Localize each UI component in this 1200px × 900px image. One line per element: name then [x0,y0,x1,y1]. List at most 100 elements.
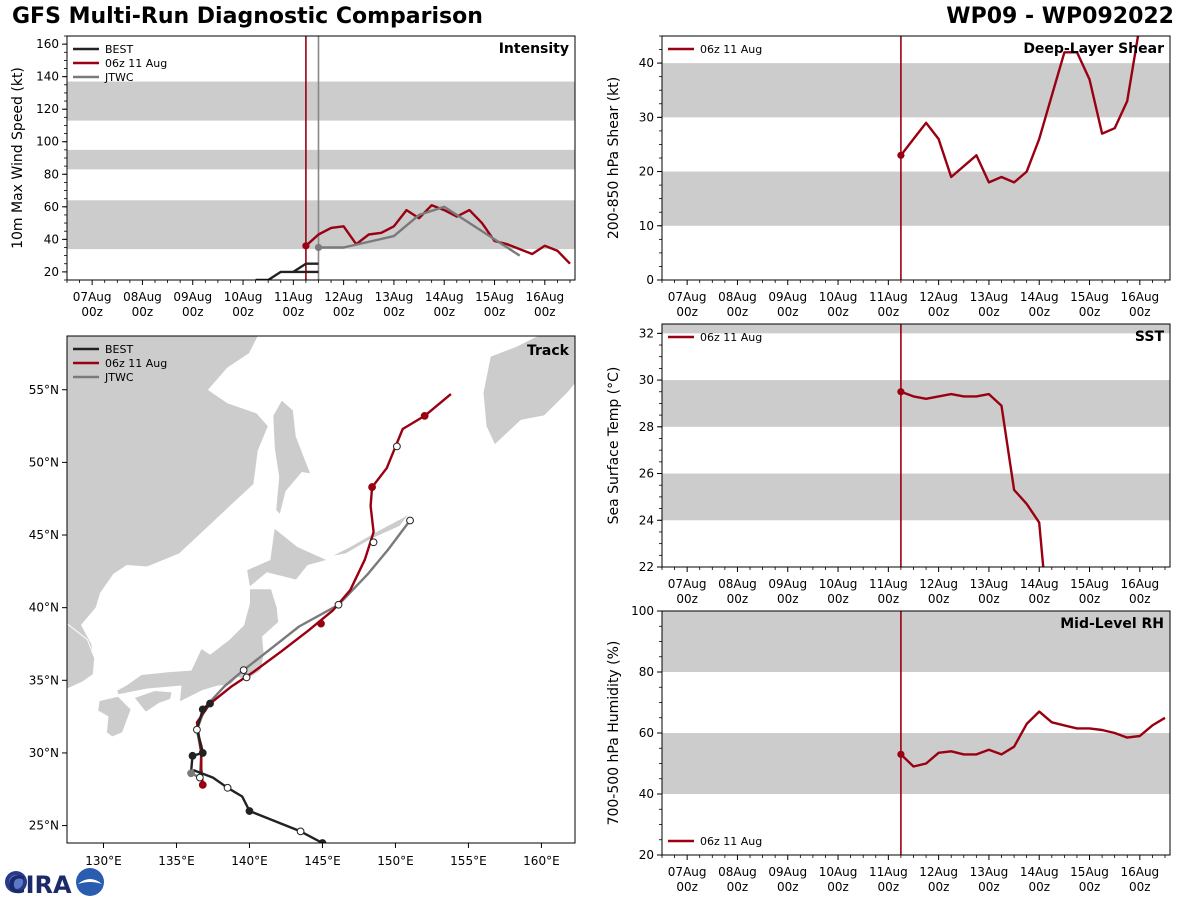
rh-panel: 07Aug00z08Aug00z09Aug00z10Aug00z11Aug00z… [606,604,1171,894]
track-point-jtwc [239,666,248,675]
shear-ylabel: 200-850 hPa Shear (kt) [606,77,622,239]
sst-ytick-label: 24 [639,513,654,527]
sst-xtick-label-hour: 00z [928,592,950,606]
rh-band [662,611,1170,672]
storm-id-title: WP09 - WP092022 [946,4,1174,29]
land-honshu [115,588,280,703]
sst-band [662,473,1170,521]
rh-ytick-label: 60 [639,726,654,740]
rh-xtick-label-hour: 00z [878,880,900,894]
sst-ytick-label: 22 [639,560,654,574]
intensity-ylabel: 10m Max Wind Speed (kt) [10,67,26,249]
track-point-best [223,783,232,792]
shear-xtick-label: 12Aug [919,290,958,304]
track-point-jtwc [406,516,414,525]
intensity-xtick-label-hour: 00z [333,305,355,319]
intensity-series-jtwc [318,205,521,257]
sst-xtick-label-hour: 00z [1028,592,1050,606]
figure-title: GFS Multi-Run Diagnostic Comparison [12,4,483,29]
track-point-gfs [198,780,207,789]
track-point-jtwc [187,769,195,778]
track-point-gfs [368,483,376,491]
shear-ytick-label: 40 [639,56,654,70]
sst-title: SST [1135,329,1165,345]
legend-label-jtwc: JTWC [104,71,134,84]
intensity-panel: 07Aug00z08Aug00z09Aug00z10Aug00z11Aug00z… [10,35,576,319]
sst-xtick-label: 11Aug [869,577,908,591]
track-ytick-label: 25°N [29,819,59,833]
sst-xtick-label: 09Aug [768,577,807,591]
land-kyushu [97,695,132,738]
shear-band [662,63,1170,118]
sst-xtick-label-hour: 00z [777,592,799,606]
shear-series-gfs [899,36,1140,184]
shear-xtick-label-hour: 00z [1028,305,1050,319]
intensity-title: Intensity [499,41,569,57]
track-plot-area [187,393,452,843]
intensity-band [67,149,575,170]
intensity-ytick-label: 160 [36,37,59,51]
rh-xtick-label: 11Aug [869,865,908,879]
rh-band [662,733,1170,794]
logo-text: CIRA [8,871,72,899]
intensity-series-best [292,262,319,273]
rh-title: Mid-Level RH [1060,616,1164,632]
shear-panel: 07Aug00z08Aug00z09Aug00z10Aug00z11Aug00z… [606,35,1171,319]
track-ytick-label: 45°N [29,528,59,542]
intensity-xtick-label-hour: 00z [182,305,204,319]
intensity-xtick-label-hour: 00z [232,305,254,319]
track-point-best [296,827,305,836]
sst-xtick-label: 13Aug [970,577,1009,591]
shear-xtick-label: 16Aug [1120,290,1159,304]
track-ytick-label: 50°N [29,455,59,469]
track-xtick-label: 140°E [231,854,268,868]
land-sakhalin [272,399,312,516]
land-kamchatka [482,336,575,446]
track-point-best [245,807,254,815]
intensity-band [67,81,575,121]
track-panel: 130°E 135°E 140°E 145°E 150°E 155°E 160°E 25°N 3… [29,335,576,868]
shear-xtick-label: 08Aug [718,290,757,304]
intensity-ytick-label: 60 [44,200,59,214]
intensity-series-best [255,270,319,280]
rh-xtick-label: 14Aug [1020,865,1059,879]
intensity-xtick-label: 10Aug [224,290,263,304]
intensity-xtick-label: 11Aug [274,290,313,304]
track-point-jtwc [369,538,378,547]
shear-marker-gfs [897,151,905,159]
rh-series-gfs [900,710,1166,768]
rh-xtick-label: 15Aug [1070,865,1109,879]
rh-xtick-label: 16Aug [1120,865,1159,879]
land-asia-mainland [67,336,269,686]
track-xtick-label: 130°E [85,854,122,868]
legend-label-gfs: 06z 11 Aug [700,835,762,848]
track-xtick-label: 155°E [450,854,487,868]
legend-label-best: BEST [105,43,133,56]
legend-label-best: BEST [105,343,133,356]
shear-ytick-label: 10 [639,219,654,233]
sst-xtick-label-hour: 00z [1079,592,1101,606]
rh-marker-gfs [897,750,905,758]
rh-xtick-label-hour: 00z [727,880,749,894]
shear-title: Deep-Layer Shear [1023,41,1164,57]
sst-ytick-label: 26 [639,467,654,481]
track-point-jtwc [193,725,201,734]
intensity-plot-area [67,36,575,280]
intensity-ytick-label: 40 [44,232,59,246]
shear-xtick-label: 10Aug [819,290,858,304]
track-point-jtwc [334,600,343,609]
intensity-xtick-label: 16Aug [525,290,564,304]
track-point-jtwc [242,673,251,682]
track-point-best [198,705,207,714]
intensity-xtick-label-hour: 00z [534,305,556,319]
sst-xtick-label-hour: 00z [676,592,698,606]
track-point-best [188,751,197,760]
sst-series-gfs [900,390,1045,567]
sst-xtick-label: 12Aug [919,577,958,591]
rh-xtick-label: 07Aug [668,865,707,879]
rh-xtick-label-hour: 00z [1028,880,1050,894]
track-ytick-label: 30°N [29,746,59,760]
shear-xtick-label: 09Aug [768,290,807,304]
shear-xtick-label: 14Aug [1020,290,1059,304]
sst-frame [661,323,1171,568]
